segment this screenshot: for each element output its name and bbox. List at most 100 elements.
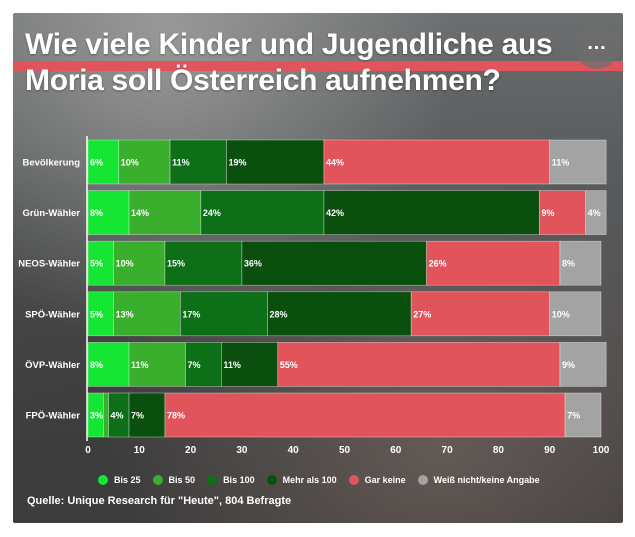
- legend-swatch: [417, 475, 428, 485]
- data-label: 3%: [90, 411, 103, 421]
- legend-item[interactable]: Bis 100: [207, 475, 255, 485]
- data-label: 11%: [172, 158, 190, 168]
- more-horizontal-icon: …: [586, 31, 608, 54]
- legend-item[interactable]: Mehr als 100: [266, 475, 337, 485]
- title-highlight-stripe: [13, 61, 623, 71]
- legend-item[interactable]: Bis 50: [152, 475, 196, 485]
- bar-segment: [164, 240, 243, 286]
- bar-segment: [87, 342, 130, 387]
- category-label: SPÖ-Wähler: [25, 309, 80, 320]
- legend-label: Mehr als 100: [282, 475, 337, 485]
- data-label: 10%: [121, 158, 139, 168]
- x-tick-label: 60: [390, 445, 402, 456]
- category-label: Bevölkerung: [22, 158, 80, 169]
- category-label: Grün-Wähler: [22, 208, 80, 219]
- x-tick-label: 10: [134, 445, 146, 456]
- bar-segment: [164, 392, 566, 438]
- source-note: Quelle: Unique Research für "Heute", 804…: [27, 495, 292, 507]
- x-tick-label: 90: [544, 445, 556, 456]
- data-label: 15%: [167, 259, 185, 269]
- data-label: 6%: [90, 158, 103, 168]
- bar-segment: [226, 139, 325, 185]
- chart-card: Wie viele Kinder und Jugendliche aus Mor…: [13, 13, 623, 523]
- stacked-bar-chart: Bevölkerung 6% 10% 11% 19% 44% 11% Grün-Wähler 8…: [18, 136, 610, 456]
- x-tick-label: 40: [288, 445, 300, 456]
- bar-segment: [410, 291, 550, 337]
- data-label: 13%: [116, 309, 134, 319]
- chart-title-line-2: Moria soll Österreich aufnehmen?: [25, 64, 501, 97]
- x-tick-label: 100: [593, 445, 610, 456]
- legend-label: Bis 25: [114, 475, 141, 485]
- bar-segment: [549, 291, 602, 337]
- data-label: 24%: [203, 208, 221, 218]
- data-label: 26%: [429, 259, 447, 269]
- data-label: 44%: [326, 158, 344, 168]
- data-label: 8%: [90, 360, 103, 370]
- bar-segment: [323, 190, 540, 235]
- data-label: 8%: [562, 259, 575, 269]
- data-label: 9%: [562, 360, 575, 370]
- data-label: 11%: [131, 360, 149, 370]
- legend-swatch: [348, 475, 359, 485]
- data-label: 78%: [167, 411, 185, 421]
- data-label: 55%: [280, 360, 298, 370]
- bar-segment: [128, 392, 166, 438]
- data-label: 5%: [90, 309, 103, 319]
- bar-segment: [241, 240, 427, 286]
- data-label: 7%: [131, 411, 144, 421]
- data-label: 8%: [90, 208, 103, 218]
- bar-segment: [128, 342, 186, 387]
- x-tick-label: 70: [442, 445, 454, 456]
- bar-segment: [180, 291, 268, 337]
- data-label: 27%: [413, 309, 431, 319]
- data-label: 19%: [229, 158, 247, 168]
- bar-segment: [169, 139, 227, 185]
- chart-legend: Bis 25 Bis 50 Bis 100 Mehr als 100 Gar keine…: [98, 473, 552, 487]
- data-label: 17%: [182, 309, 200, 319]
- data-label: 4%: [111, 411, 124, 421]
- legend-label: Bis 50: [168, 475, 196, 485]
- data-label: 9%: [541, 208, 554, 218]
- data-label: 14%: [131, 208, 149, 218]
- legend-item[interactable]: Bis 25: [98, 475, 141, 485]
- x-tick-label: 50: [339, 445, 351, 456]
- bar-segment: [277, 342, 561, 387]
- bar-segment: [559, 342, 607, 387]
- chart-title: Wie viele Kinder und Jugendliche aus Mor…: [25, 27, 605, 99]
- category-label: NEOS-Wähler: [18, 259, 80, 270]
- legend-label: Bis 100: [223, 475, 255, 485]
- bar-segment: [128, 190, 202, 235]
- x-tick-label: 80: [493, 445, 505, 456]
- category-label: FPÖ-Wähler: [26, 411, 81, 422]
- x-tick-label: 20: [185, 445, 197, 456]
- data-label: 11%: [552, 158, 570, 168]
- legend-label: Gar keine: [364, 475, 406, 485]
- legend-swatch: [152, 475, 163, 485]
- x-tick-label: 0: [85, 445, 91, 456]
- bar-segment: [113, 240, 166, 286]
- more-options-button[interactable]: …: [575, 25, 619, 69]
- legend-swatch: [207, 475, 218, 485]
- legend-swatch: [266, 475, 277, 485]
- data-label: 10%: [116, 259, 134, 269]
- bar-segment: [426, 240, 561, 286]
- bar-segment: [200, 190, 325, 235]
- chart-title-line-1: Wie viele Kinder und Jugendliche aus: [25, 28, 553, 61]
- bar-segment: [87, 291, 114, 337]
- bar-segment: [87, 139, 120, 185]
- data-label: 11%: [223, 360, 241, 370]
- legend-item[interactable]: Weiß nicht/keine Angabe: [417, 475, 540, 485]
- legend-swatch: [98, 475, 108, 485]
- data-label: 28%: [270, 309, 288, 319]
- data-label: 5%: [90, 259, 103, 269]
- data-label: 10%: [552, 309, 570, 319]
- bar-segment: [559, 240, 602, 286]
- data-label: 36%: [244, 259, 262, 269]
- data-label: 7%: [567, 411, 580, 421]
- legend-item[interactable]: Gar keine: [348, 475, 406, 485]
- bar-segment: [118, 139, 171, 185]
- bar-segment: [539, 190, 586, 235]
- bar-segment: [585, 190, 607, 235]
- bar-segment: [549, 139, 607, 185]
- category-label: ÖVP-Wähler: [25, 360, 80, 371]
